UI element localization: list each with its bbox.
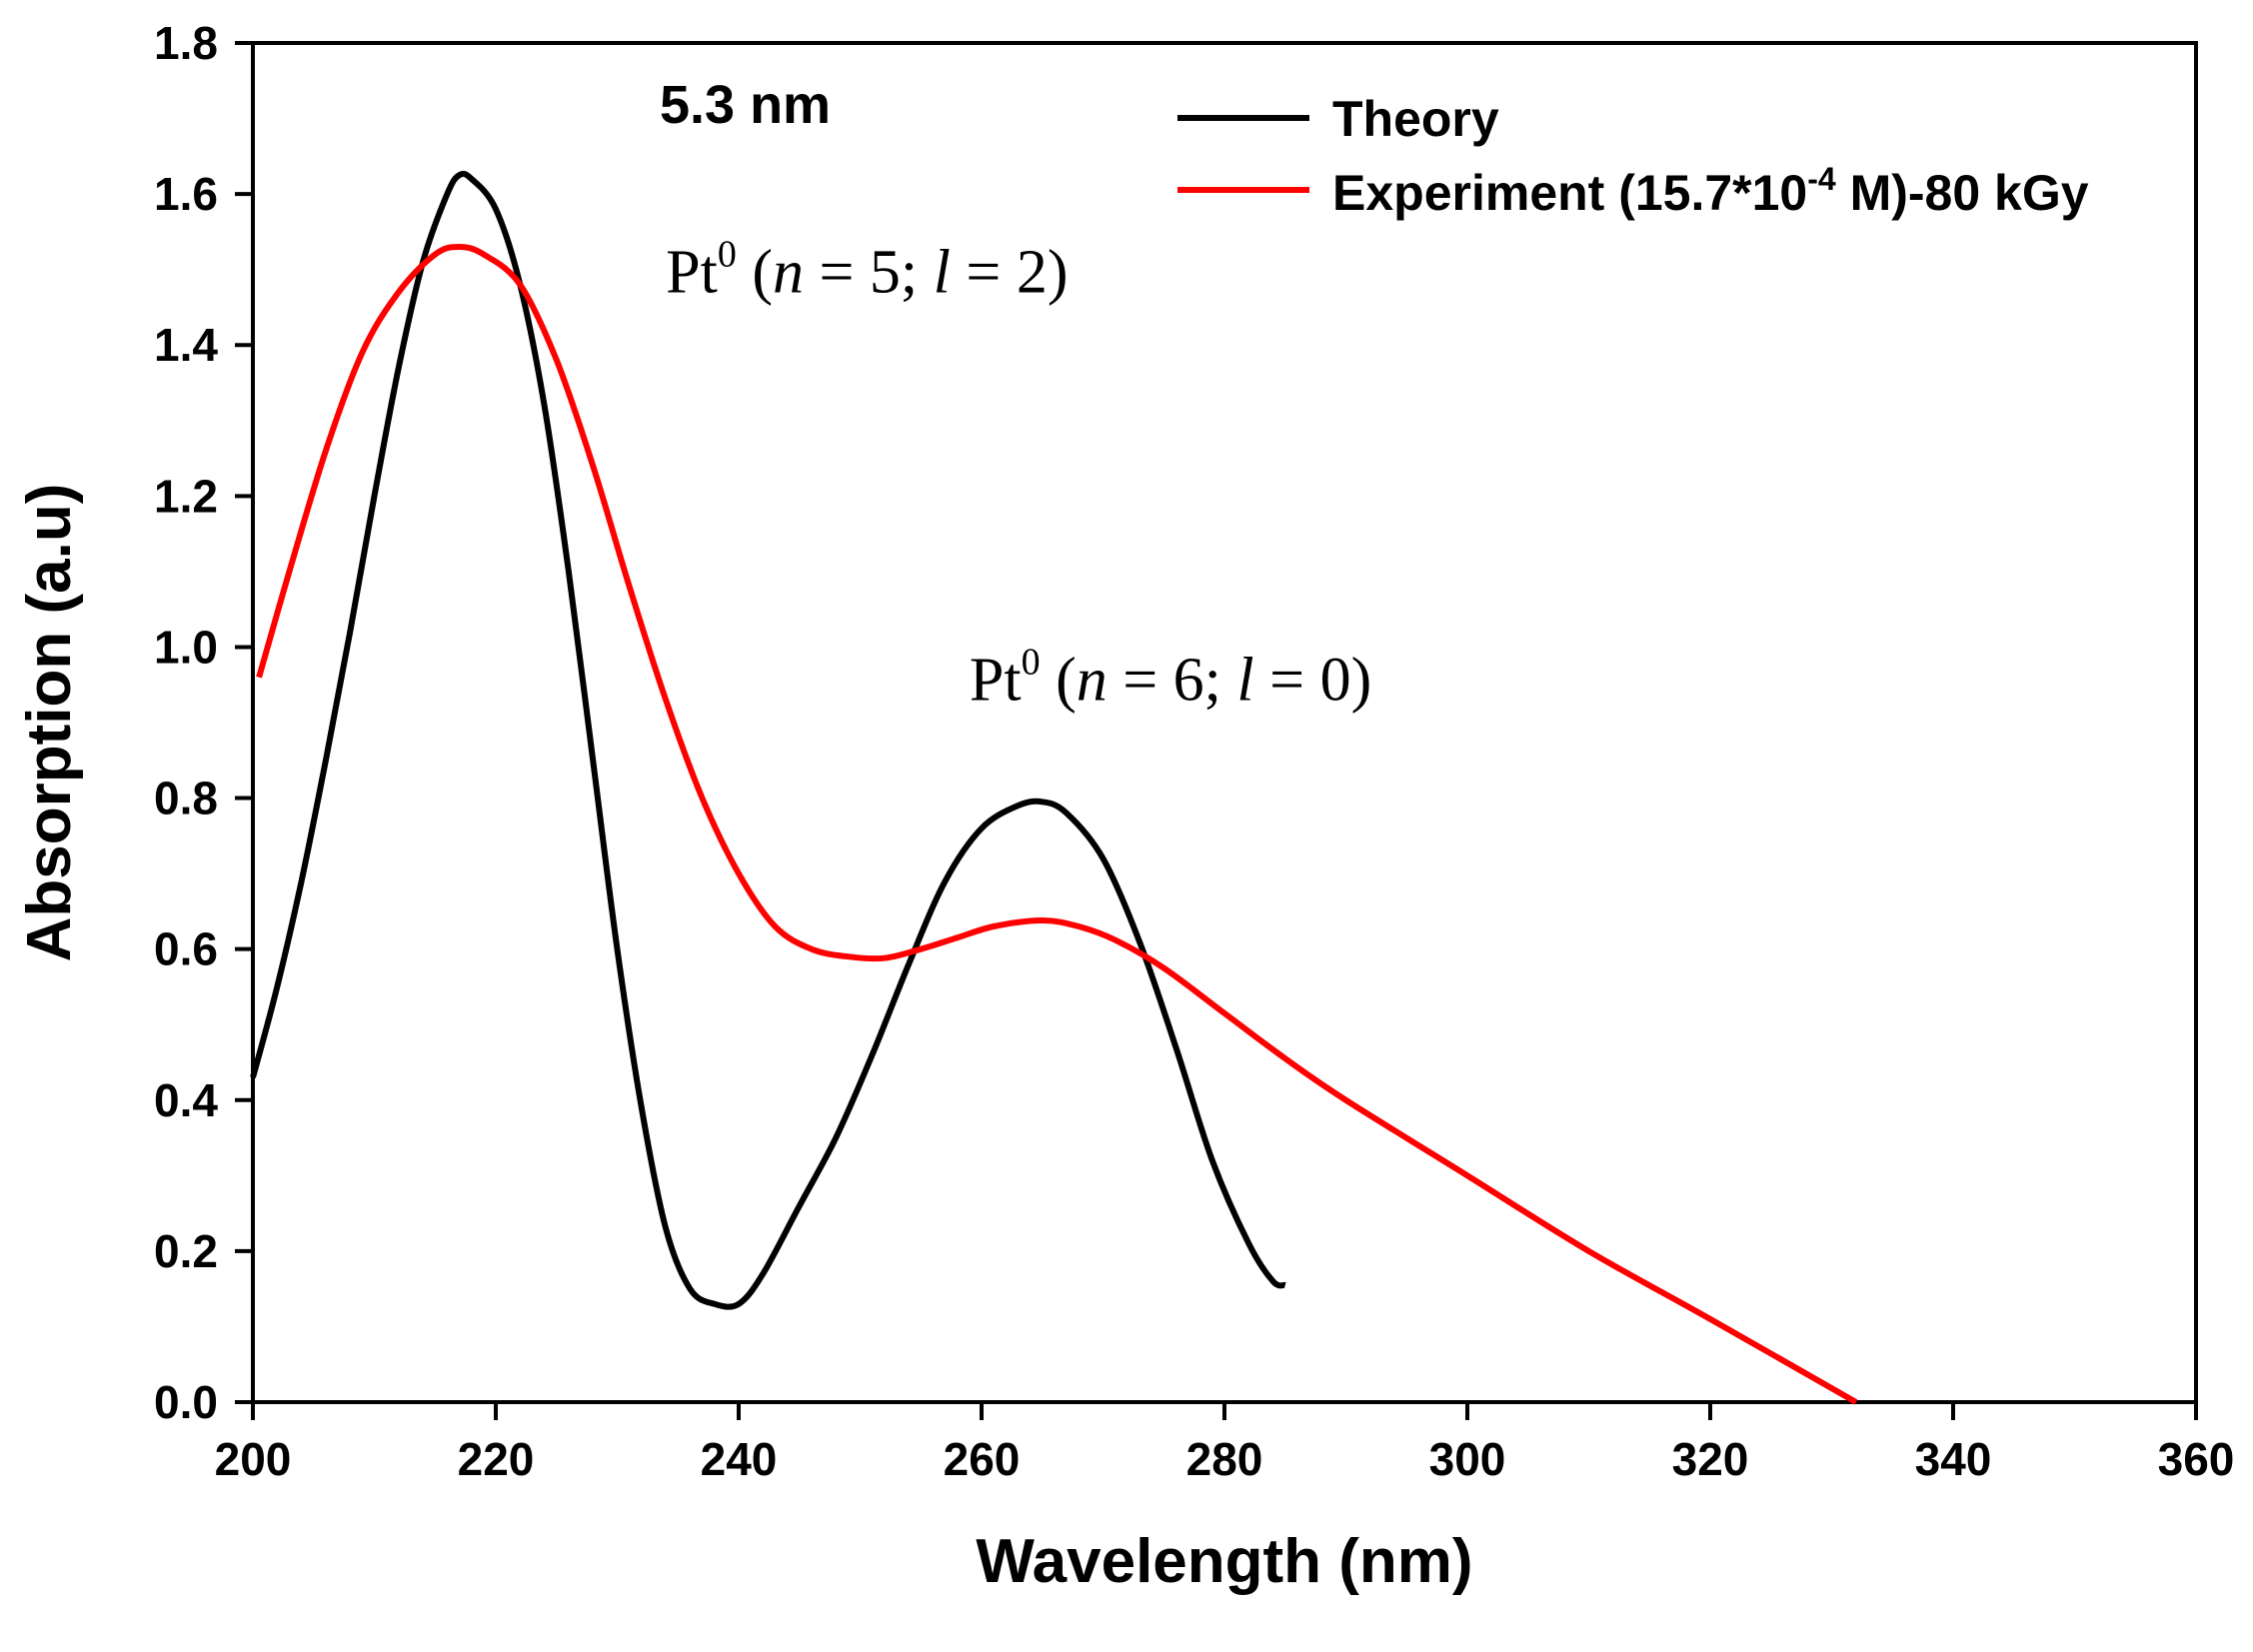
y-axis-ticks: 0.0 0.2 0.4 0.6 0.8 1.0 1.2 1.4 1.6 1.8	[154, 17, 253, 1428]
x-tick-label: 220	[458, 1433, 535, 1485]
peak-annotation: Pt0 (n = 6; l = 0)	[970, 641, 1371, 714]
y-tick-label: 0.6	[154, 923, 218, 975]
x-axis-title: Wavelength (nm)	[976, 1527, 1472, 1596]
peak-annotation: Pt0 (n = 5; l = 2)	[666, 233, 1068, 306]
legend-experiment-main: Experiment (15.7*10	[1332, 165, 1807, 221]
y-tick-label: 0.4	[154, 1074, 218, 1126]
x-tick-label: 320	[1672, 1433, 1749, 1485]
x-tick-label: 340	[1915, 1433, 1992, 1485]
y-tick-label: 0.0	[154, 1376, 218, 1428]
y-tick-label: 1.0	[154, 621, 218, 673]
y-tick-label: 0.8	[154, 773, 218, 825]
legend-experiment-sup: -4	[1807, 161, 1836, 197]
x-axis-ticks: 200 220 240 260 280 300 320 340 360	[215, 1402, 2235, 1485]
series-line-experiment	[256, 244, 1858, 1405]
legend-experiment-end: M)-80 kGy	[1836, 165, 2089, 221]
y-tick-label: 1.6	[154, 168, 218, 220]
y-axis-title: Absorption (a.u)	[15, 484, 84, 962]
legend: Theory Experiment (15.7*10-4 M)-80 kGy	[1177, 91, 2089, 221]
peak-annotations: Pt0 (n = 5; l = 2) Pt0 (n = 6; l = 0)	[666, 233, 1371, 714]
legend-label-experiment: Experiment (15.7*10-4 M)-80 kGy	[1332, 161, 2089, 221]
y-tick-label: 1.4	[154, 319, 218, 371]
x-tick-label: 300	[1429, 1433, 1506, 1485]
x-tick-label: 360	[2158, 1433, 2235, 1485]
series-layer	[250, 170, 1858, 1405]
series-line-theory	[250, 170, 1286, 1310]
legend-label-theory: Theory	[1332, 91, 1499, 147]
x-tick-label: 280	[1186, 1433, 1263, 1485]
x-tick-label: 200	[215, 1433, 292, 1485]
x-tick-label: 260	[944, 1433, 1021, 1485]
chart-title: 5.3 nm	[660, 75, 831, 135]
y-tick-label: 0.2	[154, 1225, 218, 1277]
y-tick-label: 1.8	[154, 17, 218, 69]
y-tick-label: 1.2	[154, 470, 218, 522]
x-tick-label: 240	[701, 1433, 778, 1485]
